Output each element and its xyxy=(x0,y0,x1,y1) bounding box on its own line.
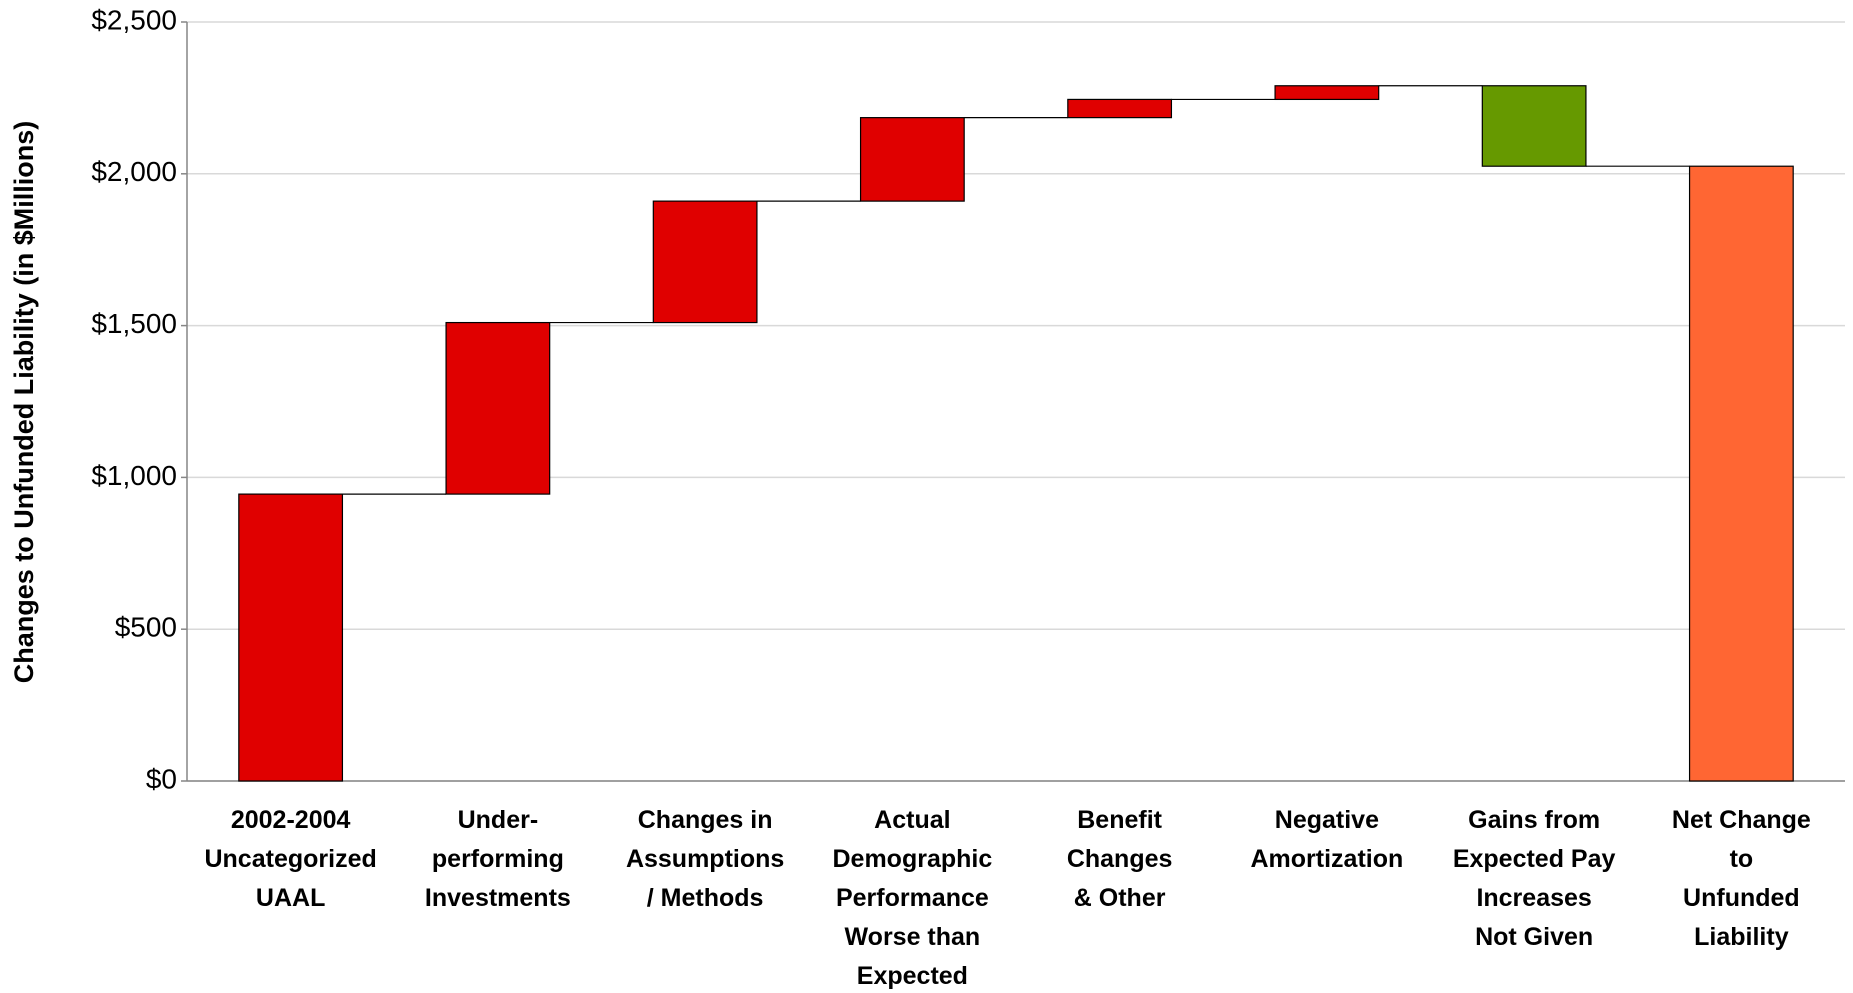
x-tick-label: Benefit Changes & Other xyxy=(1067,806,1173,912)
bar xyxy=(859,117,965,202)
y-tick-label: $1,500 xyxy=(91,308,177,339)
x-tick-label: 2002-2004 Uncategorized UAAL xyxy=(204,806,376,912)
bar xyxy=(1067,98,1173,119)
y-tick-label: $1,000 xyxy=(91,460,177,491)
x-tick-label: Under-performing Investments xyxy=(425,806,571,912)
x-tick-label: Negative Amortization xyxy=(1250,806,1403,873)
y-tick-label: $2,500 xyxy=(91,4,177,35)
y-tick-label: $0 xyxy=(146,763,177,794)
bar xyxy=(652,200,758,324)
x-tick-label: Gains from Expected Pay Increases Not Given xyxy=(1453,806,1616,951)
bar xyxy=(1688,165,1794,782)
x-tick-label: Net Change to Unfunded Liability xyxy=(1672,806,1811,951)
bar xyxy=(238,493,344,782)
y-tick-label: $2,000 xyxy=(91,156,177,187)
bar xyxy=(1274,85,1380,101)
x-tick-label: Actual Demographic Performance Worse than Ex… xyxy=(832,806,992,990)
bar xyxy=(445,321,551,495)
x-tick-label: Changes in Assumptions / Methods xyxy=(626,806,784,912)
y-axis-title: Changes to Unfunded Liability (in $Milli… xyxy=(9,121,39,684)
y-tick-label: $500 xyxy=(115,612,177,643)
bar xyxy=(1481,85,1587,167)
